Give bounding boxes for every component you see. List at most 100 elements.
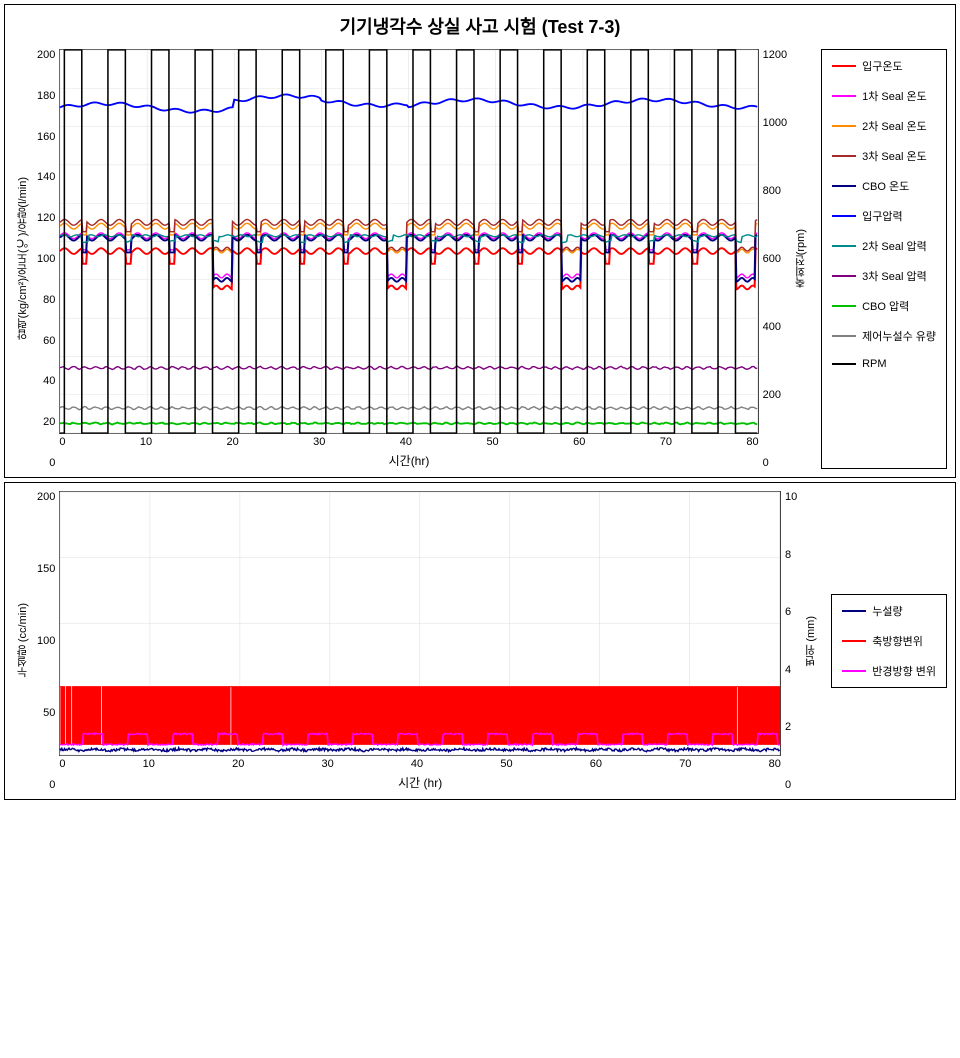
legend-item: 입구온도 (832, 58, 936, 74)
legend-line-icon (832, 95, 856, 97)
legend-item: 누설량 (842, 603, 936, 619)
chart1-yright-label: 축회전(rpm) (791, 229, 811, 288)
chart2-legend: 누설량축방향변위반경방향 변위 (831, 594, 947, 688)
tick-label: 200 (37, 491, 55, 503)
tick-label: 50 (486, 436, 498, 448)
tick-label: 70 (679, 758, 691, 770)
legend-label: RPM (862, 358, 886, 370)
legend-label: 제어누설수 유량 (862, 328, 936, 344)
tick-label: 200 (37, 49, 55, 61)
legend-label: 1차 Seal 온도 (862, 88, 927, 104)
legend-item: 반경방향 변위 (842, 663, 936, 679)
chart2-container: 누설량 (cc/min) 200150100500 01020304050607… (4, 482, 956, 800)
tick-label: 100 (37, 635, 55, 647)
tick-label: 600 (763, 253, 787, 265)
tick-label: 40 (37, 375, 55, 387)
legend-label: 2차 Seal 온도 (862, 118, 927, 134)
tick-label: 50 (37, 707, 55, 719)
tick-label: 20 (37, 416, 55, 428)
chart2-yright-ticks: 10 8 6 4 2 0 (781, 491, 801, 791)
tick-label: 400 (763, 321, 787, 333)
tick-label: 0 (763, 457, 787, 469)
tick-label: 0 (59, 758, 65, 770)
chart1-x-label: 시간(hr) (59, 452, 758, 469)
legend-line-icon (832, 185, 856, 187)
legend-label: 입구온도 (862, 58, 902, 74)
tick-label: 0 (37, 457, 55, 469)
tick-label: 70 (660, 436, 672, 448)
chart1-yright-wrap: 1200 1000 800 600 400 200 0 축회전(rpm) (759, 49, 811, 469)
legend-item: 제어누설수 유량 (832, 328, 936, 344)
tick-label: 0 (59, 436, 65, 448)
chart2-x-ticks: 01020304050607080 (59, 758, 781, 770)
legend-label: 축방향변위 (872, 633, 923, 649)
legend-line-icon (832, 215, 856, 217)
chart1-yleft-wrap: 압력(kg/cm²)/온도(℃)/유량(l/min) 2001801601401… (13, 49, 59, 469)
legend-item: CBO 온도 (832, 178, 936, 194)
chart2-yright-wrap: 10 8 6 4 2 0 변위 (mm) (781, 491, 821, 791)
legend-label: 입구압력 (862, 208, 902, 224)
tick-label: 20 (227, 436, 239, 448)
legend-line-icon (832, 305, 856, 307)
chart1-svg (60, 50, 757, 433)
tick-label: 30 (313, 436, 325, 448)
legend-item: 축방향변위 (842, 633, 936, 649)
chart1-yright-ticks: 1200 1000 800 600 400 200 0 (759, 49, 791, 469)
legend-item: CBO 압력 (832, 298, 936, 314)
chart1-yleft-label: 압력(kg/cm²)/온도(℃)/유량(l/min) (13, 177, 33, 340)
tick-label: 60 (37, 335, 55, 347)
legend-line-icon (832, 125, 856, 127)
legend-item: 3차 Seal 압력 (832, 268, 936, 284)
tick-label: 150 (37, 563, 55, 575)
tick-label: 0 (37, 779, 55, 791)
chart2-plot-area (59, 491, 781, 756)
tick-label: 2 (785, 721, 797, 733)
tick-label: 50 (500, 758, 512, 770)
tick-label: 0 (785, 779, 797, 791)
tick-label: 60 (573, 436, 585, 448)
chart1-container: 기기냉각수 상실 사고 시험 (Test 7-3) 압력(kg/cm²)/온도(… (4, 4, 956, 478)
tick-label: 100 (37, 253, 55, 265)
chart2-yleft-label: 누설량 (cc/min) (13, 603, 33, 678)
legend-line-icon (842, 670, 866, 672)
tick-label: 120 (37, 212, 55, 224)
legend-line-icon (832, 65, 856, 67)
tick-label: 60 (590, 758, 602, 770)
legend-label: 반경방향 변위 (872, 663, 936, 679)
legend-label: CBO 온도 (862, 178, 909, 194)
tick-label: 6 (785, 606, 797, 618)
chart2-yleft-wrap: 누설량 (cc/min) 200 150 100 50 0 (13, 491, 59, 791)
tick-label: 1200 (763, 49, 787, 61)
tick-label: 80 (746, 436, 758, 448)
tick-label: 160 (37, 131, 55, 143)
legend-line-icon (832, 363, 856, 365)
tick-label: 40 (400, 436, 412, 448)
tick-label: 8 (785, 549, 797, 561)
legend-item: 2차 Seal 온도 (832, 118, 936, 134)
legend-item: 1차 Seal 온도 (832, 88, 936, 104)
chart1-x-ticks: 01020304050607080 (59, 436, 758, 448)
legend-item: 3차 Seal 온도 (832, 148, 936, 164)
legend-item: RPM (832, 358, 936, 370)
legend-line-icon (832, 245, 856, 247)
tick-label: 4 (785, 664, 797, 676)
chart1-title: 기기냉각수 상실 사고 시험 (Test 7-3) (13, 13, 947, 39)
legend-line-icon (832, 155, 856, 157)
tick-label: 80 (37, 294, 55, 306)
chart2-yleft-ticks: 200 150 100 50 0 (33, 491, 59, 791)
tick-label: 200 (763, 389, 787, 401)
chart1-row: 압력(kg/cm²)/온도(℃)/유량(l/min) 2001801601401… (13, 49, 947, 469)
legend-label: 2차 Seal 압력 (862, 238, 927, 254)
tick-label: 800 (763, 185, 787, 197)
chart1-legend: 입구온도 1차 Seal 온도 2차 Seal 온도 3차 Seal 온도 CBO 온도… (821, 49, 947, 469)
chart1-yleft-ticks: 200180160140120100806040200 (33, 49, 59, 469)
legend-item: 입구압력 (832, 208, 936, 224)
tick-label: 10 (785, 491, 797, 503)
tick-label: 40 (411, 758, 423, 770)
chart2-yright-label: 변위 (mm) (801, 616, 821, 667)
legend-label: 누설량 (872, 603, 902, 619)
tick-label: 1000 (763, 117, 787, 129)
chart2-row: 누설량 (cc/min) 200150100500 01020304050607… (13, 491, 947, 791)
legend-label: CBO 압력 (862, 298, 909, 314)
legend-label: 3차 Seal 온도 (862, 148, 927, 164)
